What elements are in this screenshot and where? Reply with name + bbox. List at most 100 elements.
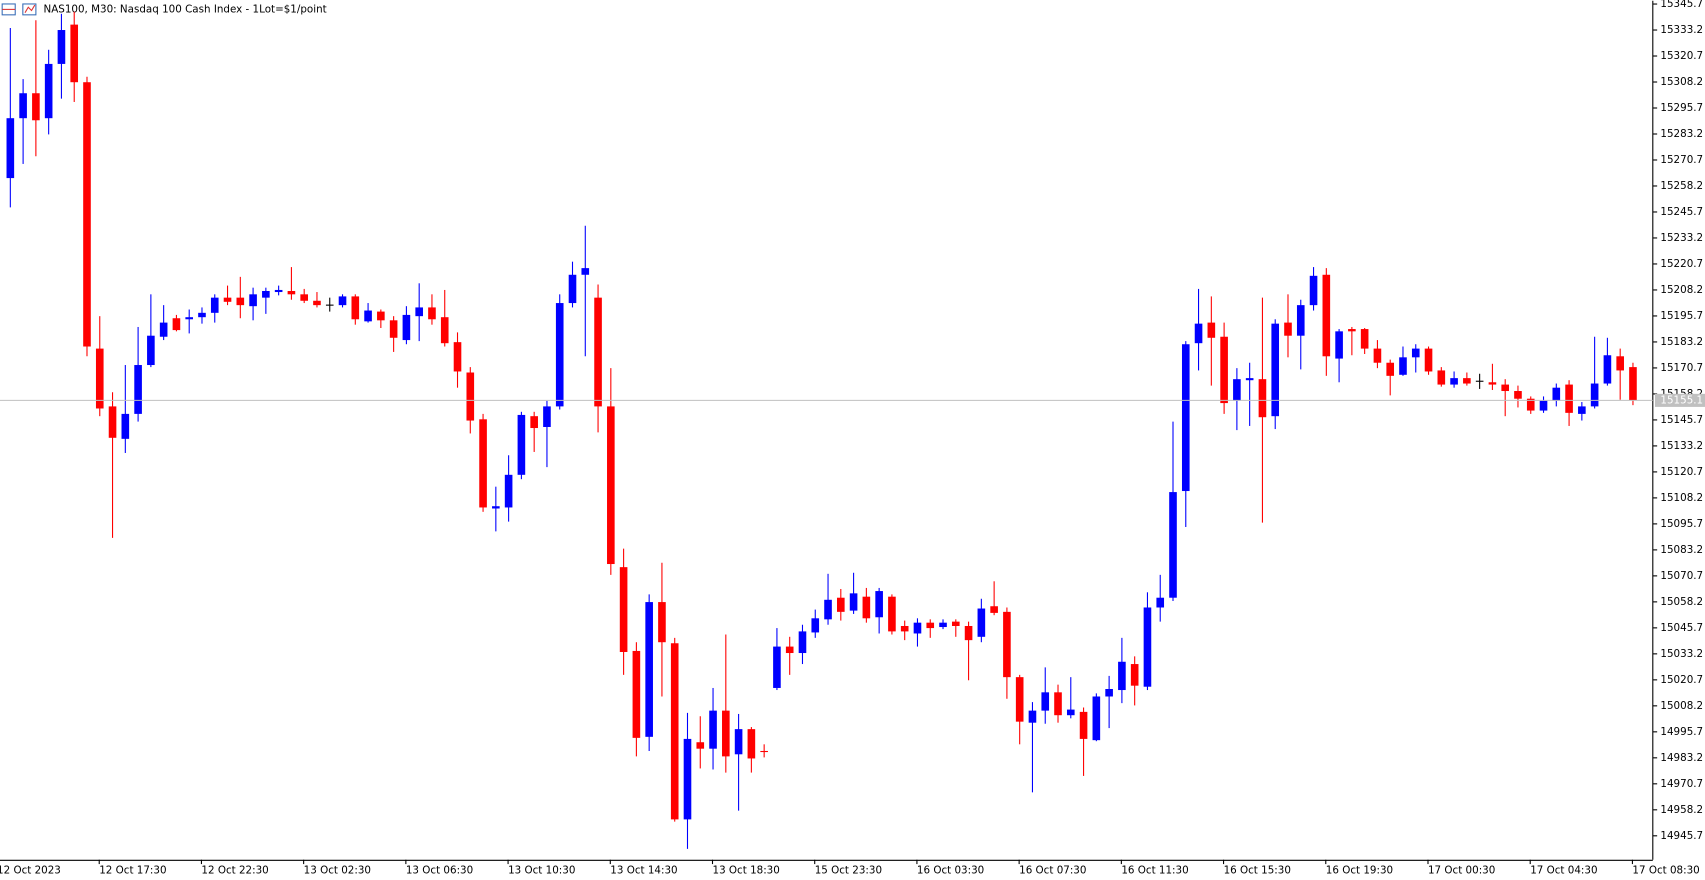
candle-body bbox=[734, 729, 743, 755]
x-tick-label: 16 Oct 11:30 bbox=[1121, 865, 1188, 877]
candle-body bbox=[492, 506, 500, 509]
y-tick-label: 15283.2 bbox=[1660, 128, 1703, 140]
x-tick-label: 17 Oct 00:30 bbox=[1428, 865, 1495, 877]
candle-body bbox=[951, 621, 960, 626]
y-tick-label: 15195.7 bbox=[1660, 310, 1703, 322]
icon-polyline bbox=[24, 4, 36, 13]
candle-body bbox=[1003, 611, 1011, 678]
candle-body bbox=[837, 597, 845, 612]
candle-body bbox=[402, 314, 411, 341]
candle-body bbox=[1488, 382, 1497, 385]
y-tick-label: 15145.7 bbox=[1660, 414, 1703, 426]
candle-body bbox=[172, 318, 181, 331]
candle-body bbox=[1348, 329, 1356, 332]
candle-body bbox=[785, 646, 794, 654]
candle-body bbox=[1066, 709, 1075, 716]
candle-body bbox=[1450, 378, 1458, 385]
current-price-box bbox=[1654, 393, 1705, 407]
x-tick-label: 16 Oct 19:30 bbox=[1326, 865, 1393, 877]
candle-body bbox=[658, 602, 666, 643]
candle-body bbox=[619, 567, 628, 652]
candle-body bbox=[977, 608, 986, 637]
candle-body bbox=[670, 643, 679, 820]
candle-body bbox=[760, 750, 768, 753]
current-price-label: 15155.1 bbox=[1660, 394, 1703, 406]
x-tick-label: 12 Oct 17:30 bbox=[99, 865, 166, 877]
candle-body bbox=[428, 307, 436, 320]
y-tick-label: 15045.7 bbox=[1660, 622, 1703, 634]
candle-body bbox=[313, 300, 321, 306]
candle-body bbox=[32, 93, 40, 121]
chart-title: NAS100, M30: Nasdaq 100 Cash Index - 1Lo… bbox=[43, 3, 326, 15]
candle-body bbox=[632, 650, 641, 738]
x-tick-label: 16 Oct 15:30 bbox=[1224, 865, 1291, 877]
candle-body bbox=[44, 63, 53, 119]
candle-body bbox=[1296, 305, 1305, 336]
y-tick-label: 15020.7 bbox=[1660, 674, 1703, 686]
x-tick-label: 13 Oct 18:30 bbox=[713, 865, 780, 877]
y-tick-label: 15258.2 bbox=[1660, 180, 1703, 192]
candle-body bbox=[888, 596, 896, 632]
candle-body bbox=[134, 365, 142, 414]
candle-body bbox=[1207, 322, 1216, 338]
x-tick-label: 13 Oct 14:30 bbox=[610, 865, 677, 877]
candle-body bbox=[287, 290, 296, 295]
candle-body bbox=[57, 30, 66, 64]
x-tick-label: 12 Oct 22:30 bbox=[201, 865, 268, 877]
candle-body bbox=[683, 738, 692, 820]
candle-body bbox=[939, 622, 947, 628]
candle-body bbox=[568, 274, 577, 304]
candle-body bbox=[1360, 329, 1369, 349]
candle-body bbox=[1411, 348, 1420, 358]
candle-body bbox=[19, 93, 27, 119]
candle-body bbox=[504, 474, 513, 508]
candle-body bbox=[1054, 692, 1062, 716]
candle-body bbox=[645, 602, 653, 737]
candle-body bbox=[926, 622, 935, 629]
y-tick-label: 15120.7 bbox=[1660, 466, 1703, 478]
candle-body bbox=[1335, 331, 1343, 359]
candle-body bbox=[1156, 597, 1165, 608]
candle-body bbox=[798, 631, 807, 654]
candle-body bbox=[1603, 355, 1612, 384]
candle-body bbox=[159, 322, 168, 337]
candle-body bbox=[440, 317, 449, 344]
candle-body bbox=[900, 625, 909, 632]
candle-body bbox=[811, 618, 820, 633]
x-tick-label: 17 Oct 08:30 bbox=[1632, 865, 1699, 877]
x-tick-label: 13 Oct 06:30 bbox=[406, 865, 473, 877]
candle-body bbox=[1399, 357, 1407, 375]
candle-body bbox=[1245, 378, 1254, 381]
candle-body bbox=[696, 742, 705, 749]
candle-body bbox=[964, 625, 973, 641]
candle-body bbox=[1118, 661, 1126, 691]
y-tick-label: 15295.7 bbox=[1660, 102, 1703, 114]
y-tick-label: 14945.7 bbox=[1660, 830, 1703, 842]
candle-body bbox=[453, 342, 462, 372]
y-tick-label: 15208.2 bbox=[1660, 284, 1703, 296]
candle-body bbox=[1463, 378, 1471, 384]
candle-body bbox=[210, 297, 219, 313]
candle-body bbox=[389, 320, 398, 338]
y-tick-label: 15108.2 bbox=[1660, 492, 1703, 504]
candle-body bbox=[1258, 379, 1267, 418]
y-tick-label: 15058.2 bbox=[1660, 596, 1703, 608]
candle-body bbox=[83, 82, 91, 347]
candle-body bbox=[1220, 336, 1228, 404]
candle-body bbox=[1271, 323, 1280, 417]
y-tick-label: 15270.7 bbox=[1660, 154, 1703, 166]
candle-body bbox=[990, 606, 998, 613]
candle-body bbox=[875, 591, 883, 618]
x-tick-label: 16 Oct 07:30 bbox=[1019, 865, 1086, 877]
candle-body bbox=[1105, 689, 1113, 697]
y-tick-label: 14958.2 bbox=[1660, 804, 1703, 816]
candle-body bbox=[1552, 387, 1561, 401]
candle-body bbox=[1169, 492, 1177, 598]
candle-body bbox=[262, 290, 270, 298]
y-tick-label: 15233.2 bbox=[1660, 232, 1703, 244]
candle-body bbox=[185, 317, 194, 320]
candle-body bbox=[1079, 711, 1088, 739]
